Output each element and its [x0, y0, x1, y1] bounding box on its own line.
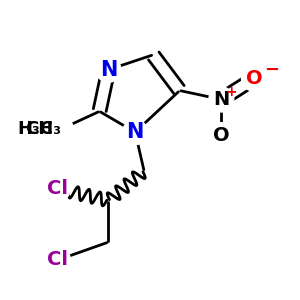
- Circle shape: [45, 176, 70, 201]
- Text: N: N: [100, 60, 117, 80]
- Text: N: N: [213, 90, 230, 109]
- Text: Cl: Cl: [47, 250, 68, 269]
- Circle shape: [96, 57, 121, 82]
- Circle shape: [123, 120, 148, 145]
- Circle shape: [209, 123, 234, 148]
- Text: N: N: [127, 122, 144, 142]
- Circle shape: [48, 117, 73, 142]
- Text: +: +: [226, 85, 238, 99]
- Bar: [13, 120, 67, 140]
- Text: Cl: Cl: [47, 179, 68, 198]
- Circle shape: [242, 66, 266, 91]
- Text: −: −: [264, 61, 279, 79]
- Text: O: O: [246, 69, 262, 88]
- Text: H₃C: H₃C: [17, 120, 53, 138]
- Text: O: O: [213, 126, 230, 145]
- Text: CH₃: CH₃: [25, 120, 61, 138]
- Circle shape: [45, 248, 70, 272]
- Circle shape: [209, 87, 234, 112]
